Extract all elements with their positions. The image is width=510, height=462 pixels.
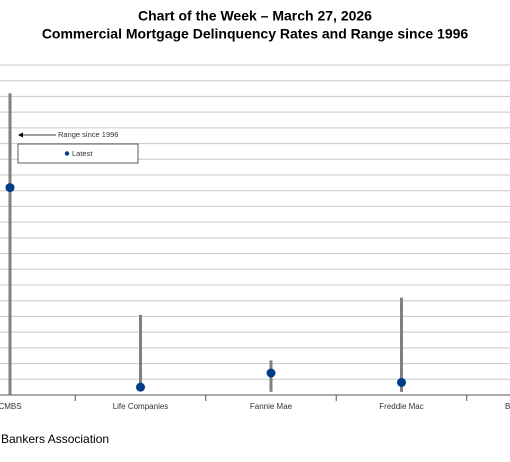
legend-label: Range since 1996 xyxy=(58,130,118,139)
source: Bankers Association xyxy=(1,432,109,446)
x-tick-label: CMBS xyxy=(0,402,22,411)
x-tick-label: Life Companies xyxy=(113,402,169,411)
latest-dot xyxy=(397,377,406,387)
latest-dot xyxy=(266,368,276,378)
legend-box xyxy=(17,143,139,164)
x-tick-label: Ba xyxy=(505,402,510,411)
x-tick-label: Fannie Mae xyxy=(250,402,293,411)
latest-dot xyxy=(5,183,15,193)
latest-dot xyxy=(136,382,145,392)
chart-title: Chart of the Week – March 27, 2026 xyxy=(138,8,372,24)
legend-arrowhead xyxy=(18,132,23,138)
legend-label: Latest xyxy=(72,149,93,158)
x-tick-label: Freddie Mac xyxy=(379,402,423,411)
chart-subtitle: Commercial Mortgage Delinquency Rates an… xyxy=(42,26,469,42)
legend-dot xyxy=(64,151,70,156)
